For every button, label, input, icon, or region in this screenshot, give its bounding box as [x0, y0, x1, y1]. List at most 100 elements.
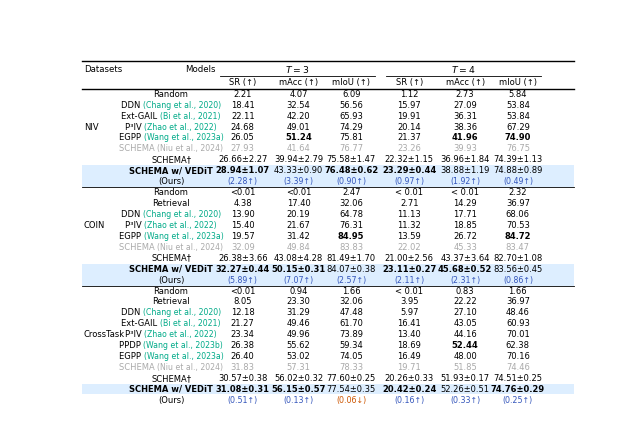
Text: 20.42±0.24: 20.42±0.24 [382, 385, 436, 394]
Text: 76.31: 76.31 [339, 221, 364, 230]
Text: 39.94±2.79: 39.94±2.79 [274, 155, 323, 164]
Text: 27.93: 27.93 [231, 144, 255, 153]
Text: 56.15±0.57: 56.15±0.57 [271, 385, 326, 394]
Text: 51.24: 51.24 [285, 133, 312, 143]
Text: 16.41: 16.41 [397, 319, 421, 328]
Text: (0.86↑): (0.86↑) [503, 276, 533, 284]
Text: 68.06: 68.06 [506, 210, 530, 219]
Text: 13.90: 13.90 [231, 210, 255, 219]
Text: 19.71: 19.71 [397, 363, 421, 372]
Text: 19.57: 19.57 [231, 232, 255, 241]
Text: EGPP: EGPP [119, 232, 143, 241]
Text: 12.18: 12.18 [231, 308, 255, 317]
Text: 16.49: 16.49 [397, 352, 421, 361]
Text: (0.33↑): (0.33↑) [450, 396, 480, 405]
Text: (Zhao et al., 2022): (Zhao et al., 2022) [145, 123, 217, 132]
Text: 67.29: 67.29 [506, 123, 530, 132]
Text: 21.00±2.56: 21.00±2.56 [385, 254, 434, 263]
Bar [83, 264, 573, 275]
Text: 5.84: 5.84 [509, 89, 527, 99]
Text: 23.30: 23.30 [287, 297, 310, 307]
Text: (Wang et al., 2023a): (Wang et al., 2023a) [143, 133, 223, 143]
Text: 20.14: 20.14 [397, 123, 421, 132]
Text: 48.46: 48.46 [506, 308, 530, 317]
Text: 45.68±0.52: 45.68±0.52 [438, 264, 492, 274]
Text: 77.54±0.35: 77.54±0.35 [326, 385, 376, 394]
Text: mIoU (↑): mIoU (↑) [332, 78, 371, 87]
Text: 32.27±0.44: 32.27±0.44 [216, 264, 270, 274]
Text: (1.92↑): (1.92↑) [450, 177, 480, 186]
Text: 51.85: 51.85 [453, 363, 477, 372]
Text: (Chang et al., 2020): (Chang et al., 2020) [143, 101, 221, 109]
Text: 61.70: 61.70 [339, 319, 363, 328]
Text: DDN: DDN [121, 308, 143, 317]
Text: 39.93: 39.93 [453, 144, 477, 153]
Text: 11.13: 11.13 [397, 210, 421, 219]
Text: 20.19: 20.19 [287, 210, 310, 219]
Text: 73.89: 73.89 [339, 330, 364, 339]
Text: 52.44: 52.44 [452, 341, 479, 350]
Text: 43.05: 43.05 [453, 319, 477, 328]
Text: SCHEMA w/ VEDiT: SCHEMA w/ VEDiT [129, 385, 213, 394]
Bar [83, 395, 573, 406]
Text: 78.33: 78.33 [339, 363, 364, 372]
Text: DDN: DDN [121, 210, 143, 219]
Text: 26.38: 26.38 [231, 341, 255, 350]
Text: 56.02±0.32: 56.02±0.32 [274, 374, 323, 383]
Text: 21.37: 21.37 [397, 133, 421, 143]
Text: 26.66±2.27: 26.66±2.27 [218, 155, 268, 164]
Text: 2.73: 2.73 [456, 89, 474, 99]
Text: 32.06: 32.06 [339, 297, 363, 307]
Text: 22.02: 22.02 [397, 243, 421, 252]
Text: 84.07±0.38: 84.07±0.38 [326, 264, 376, 274]
Text: (0.16↑): (0.16↑) [394, 396, 424, 405]
Text: Datasets: Datasets [84, 65, 122, 74]
Text: Random: Random [154, 89, 189, 99]
Text: 18.85: 18.85 [453, 221, 477, 230]
Text: 38.36: 38.36 [453, 123, 477, 132]
Text: 26.40: 26.40 [231, 352, 255, 361]
Text: 14.29: 14.29 [453, 199, 477, 208]
Text: (Wang et al., 2023a): (Wang et al., 2023a) [143, 232, 223, 241]
Text: 41.96: 41.96 [452, 133, 479, 143]
Text: 22.11: 22.11 [231, 112, 255, 120]
Text: SCHEMA: SCHEMA [119, 243, 157, 252]
Text: 27.10: 27.10 [453, 308, 477, 317]
Text: SCHEMA†: SCHEMA† [151, 374, 191, 383]
Text: 49.01: 49.01 [287, 123, 310, 132]
Text: 26.38±3.66: 26.38±3.66 [218, 254, 268, 263]
Text: mAcc (↑): mAcc (↑) [445, 78, 484, 87]
Text: 36.97: 36.97 [506, 199, 530, 208]
Text: SCHEMA: SCHEMA [119, 363, 157, 372]
Text: Retrieval: Retrieval [152, 199, 190, 208]
Text: (Niu et al., 2024): (Niu et al., 2024) [157, 363, 223, 372]
Text: 52.26±0.51: 52.26±0.51 [441, 385, 490, 394]
Bar [83, 176, 573, 187]
Text: 82.70±1.08: 82.70±1.08 [493, 254, 543, 263]
Text: (Bi et al., 2021): (Bi et al., 2021) [160, 112, 221, 120]
Text: 24.68: 24.68 [231, 123, 255, 132]
Text: <0.01: <0.01 [230, 188, 255, 197]
Text: NIV: NIV [84, 123, 99, 132]
Text: 44.16: 44.16 [453, 330, 477, 339]
Text: 13.59: 13.59 [397, 232, 421, 241]
Text: 31.08±0.31: 31.08±0.31 [216, 385, 269, 394]
Text: 21.67: 21.67 [287, 221, 310, 230]
Text: 13.40: 13.40 [397, 330, 421, 339]
Text: 62.38: 62.38 [506, 341, 530, 350]
Text: 53.84: 53.84 [506, 112, 530, 120]
Text: 15.40: 15.40 [231, 221, 255, 230]
Text: 4.07: 4.07 [289, 89, 308, 99]
Text: 70.01: 70.01 [506, 330, 530, 339]
Text: CrossTask: CrossTask [84, 330, 125, 339]
Text: (Chang et al., 2020): (Chang et al., 2020) [143, 308, 221, 317]
Text: 5.97: 5.97 [400, 308, 419, 317]
Text: (Bi et al., 2021): (Bi et al., 2021) [160, 319, 221, 328]
Text: (Ours): (Ours) [158, 396, 184, 405]
Text: P³IV: P³IV [125, 123, 145, 132]
Text: SCHEMA†: SCHEMA† [151, 254, 191, 263]
Text: $T = 4$: $T = 4$ [451, 64, 476, 75]
Text: 84.95: 84.95 [338, 232, 365, 241]
Text: SCHEMA w/ VEDiT: SCHEMA w/ VEDiT [129, 264, 213, 274]
Text: (Niu et al., 2024): (Niu et al., 2024) [157, 243, 223, 252]
